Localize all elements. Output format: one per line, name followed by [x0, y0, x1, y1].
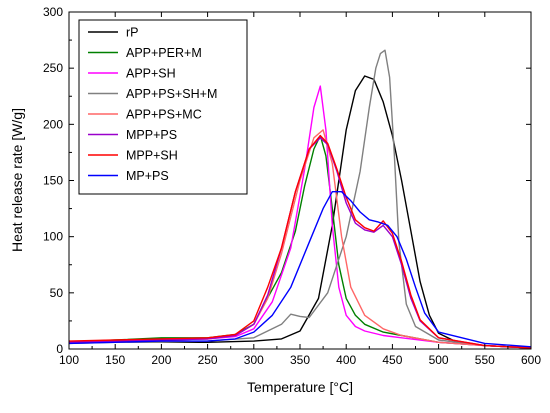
y-tick-label: 0	[56, 342, 63, 356]
x-tick-label: 250	[198, 353, 218, 367]
series-layer	[68, 49, 532, 349]
x-axis-title: Temperature [°C]	[247, 379, 353, 395]
series-line-4	[68, 49, 532, 349]
legend-label: APP+SH	[126, 67, 176, 81]
y-tick-label: 50	[50, 286, 64, 300]
legend-label: MP+PS	[126, 169, 169, 183]
legend: rP APP+PER+M APP+SH APP+PS+SH+M APP+PS+MC MPP…	[78, 19, 248, 195]
series-line-7	[68, 134, 532, 349]
series-line-8	[68, 191, 532, 348]
legend-label: APP+PER+M	[126, 46, 202, 60]
x-tick-label: 350	[290, 353, 310, 367]
legend-label: rP	[126, 26, 139, 40]
x-tick-label: 100	[59, 353, 79, 367]
x-tick-label: 400	[336, 353, 356, 367]
legend-label: MPP+PS	[126, 128, 177, 142]
x-tick-label: 300	[244, 353, 264, 367]
x-tick-label: 500	[429, 353, 449, 367]
x-tick-label: 450	[382, 353, 402, 367]
y-tick-label: 150	[43, 174, 63, 188]
legend-box	[78, 19, 248, 195]
legend-label: APP+PS+MC	[126, 108, 202, 122]
x-tick-label: 150	[105, 353, 125, 367]
y-tick-label: 300	[43, 5, 63, 19]
y-tick-label: 200	[43, 117, 63, 131]
y-axis-title: Heat release rate [W/g]	[9, 108, 25, 252]
x-tick-label: 200	[151, 353, 171, 367]
y-tick-label: 250	[43, 61, 63, 75]
series-line-1	[69, 75, 532, 349]
legend-label: MPP+SH	[126, 149, 178, 163]
axes-layer: 100 150 200 250 300 350 400 450 500 550 600 0 50 100 1…	[43, 5, 541, 367]
x-tick-label: 600	[521, 353, 541, 367]
x-tick-label: 550	[475, 353, 495, 367]
legend-label: APP+PS+SH+M	[126, 87, 217, 101]
y-tick-label: 100	[43, 230, 63, 244]
